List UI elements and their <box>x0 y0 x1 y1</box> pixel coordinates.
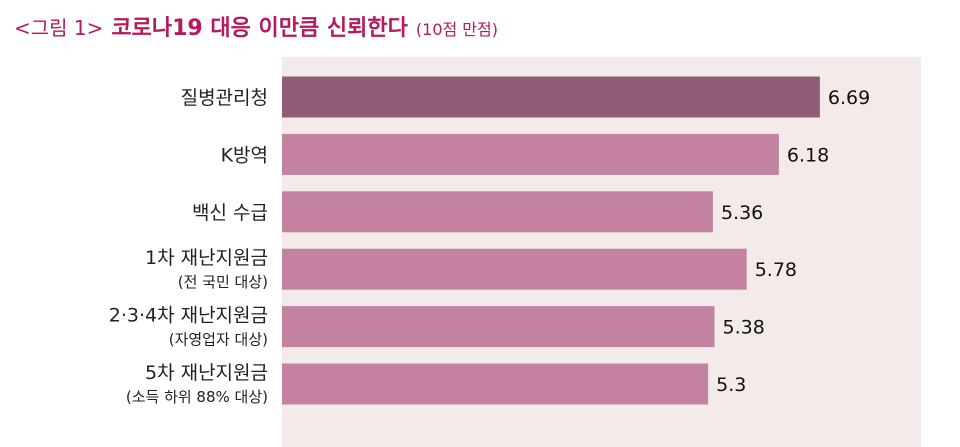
category-label-6: 5차 재난지원금 <box>145 362 268 384</box>
chart-title: <그림 1> 코로나19 대응 이만큼 신뢰한다 (10점 만점) <box>14 10 498 44</box>
value-label-3: 5.36 <box>721 202 763 224</box>
category-sublabel-6: (소득 하위 88% 대상) <box>126 388 268 406</box>
category-sublabel-4: (전 국민 대상) <box>178 273 268 291</box>
bar-3 <box>282 191 713 233</box>
title-unit-note: (10점 만점) <box>415 20 498 39</box>
category-label-1: 질병관리청 <box>181 87 268 109</box>
value-label-2: 6.18 <box>787 144 829 166</box>
category-label-2: K방역 <box>221 144 268 166</box>
value-label-6: 5.3 <box>716 374 746 396</box>
category-label-5: 2·3·4차 재난지원금 <box>109 305 268 327</box>
bar-1 <box>282 76 820 118</box>
value-label-5: 5.38 <box>723 317 765 339</box>
bar-2 <box>282 133 779 175</box>
value-label-1: 6.69 <box>828 87 870 109</box>
bar-6 <box>282 363 709 405</box>
category-sublabel-5: (자영업자 대상) <box>169 331 268 349</box>
value-label-4: 5.78 <box>755 259 797 281</box>
figure-number: <그림 1> <box>14 16 104 40</box>
title-main: 코로나19 대응 이만큼 신뢰한다 <box>111 16 408 41</box>
category-label-4: 1차 재난지원금 <box>145 247 268 269</box>
category-label-3: 백신 수급 <box>192 202 268 224</box>
bar-4 <box>282 248 747 290</box>
bar-5 <box>282 306 715 348</box>
